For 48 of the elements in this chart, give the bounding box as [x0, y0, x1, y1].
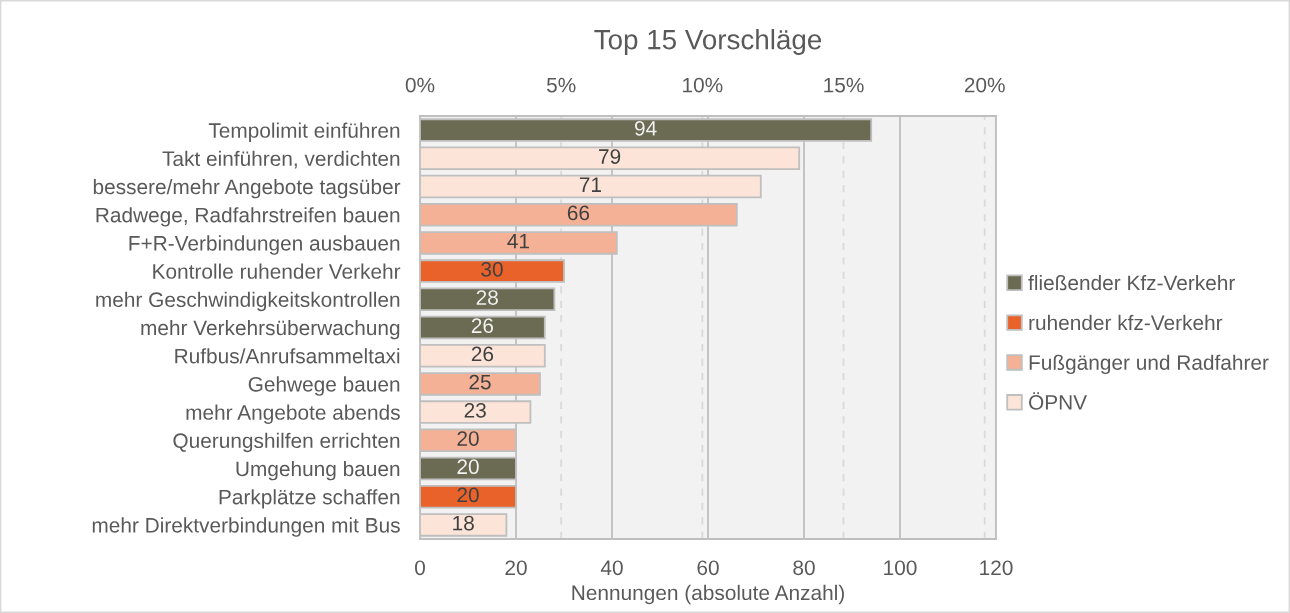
y-tick-label: mehr Verkehrsüberwachung: [141, 319, 400, 340]
y-tick-label: Rufbus/Anrufsammeltaxi: [175, 348, 400, 364]
data-label: 20: [457, 431, 479, 446]
y-tick-label: Parkplätze schaffen: [219, 489, 400, 509]
x2-tick-label: 0%: [405, 77, 435, 93]
x-tick-label: 40: [600, 560, 623, 576]
data-label: 94: [634, 120, 657, 136]
y-tick-label: Gehwege bauen: [248, 376, 400, 396]
data-label: 20: [457, 487, 479, 503]
x-tick-label: 20: [505, 560, 527, 576]
y-tick-label: bessere/mehr Angebote tagsüber: [93, 178, 401, 199]
legend-label: fließender Kfz-Verkehr: [1028, 274, 1235, 291]
x-tick-label: 100: [884, 560, 917, 576]
y-tick-label: mehr Geschwindigkeitskontrollen: [96, 291, 400, 312]
x2-tick-label: 5%: [546, 77, 576, 93]
data-label: 25: [469, 374, 491, 390]
y-tick-label: mehr Direktverbindungen mit Bus: [92, 517, 400, 537]
x-axis-title: Nennungen (absolute Anzahl): [572, 584, 844, 605]
y-tick-label: Kontrolle ruhender Verkehr: [153, 263, 401, 279]
legend-label: Fußgänger und Radfahrer: [1029, 354, 1269, 375]
data-label: 79: [599, 149, 621, 164]
y-tick-label: Umgehung bauen: [236, 460, 400, 481]
data-label: 26: [471, 346, 494, 362]
legend-label: ruhender kfz-Verkehr: [1029, 314, 1223, 331]
legend-label: ÖPNV: [1029, 392, 1087, 410]
x-tick-label: 60: [697, 560, 719, 576]
x2-tick-label: 10%: [683, 77, 723, 93]
x-tick-label: 120: [980, 560, 1013, 576]
y-tick-label: Radwege, Radfahrstreifen bauen: [96, 207, 400, 227]
y-tick-label: Takt einführen, verdichten: [162, 150, 400, 169]
chart-title: Top 15 Vorschläge: [594, 29, 822, 55]
data-label: 30: [481, 261, 503, 277]
data-label: 18: [453, 515, 474, 531]
x-tick-label: 0: [415, 560, 425, 576]
data-label: 28: [476, 290, 498, 305]
data-label: 66: [567, 205, 590, 221]
x2-tick-label: 20%: [964, 77, 1005, 93]
x-tick-label: 80: [793, 560, 815, 576]
y-tick-label: Tempolimit einführen: [208, 122, 400, 142]
y-tick-label: F+R-Verbindungen ausbauen: [129, 235, 400, 255]
y-tick-label: Querungshilfen errichten: [173, 432, 400, 453]
data-label: 26: [471, 318, 494, 334]
data-label: 41: [507, 233, 529, 249]
data-label: 71: [579, 177, 601, 192]
data-label: 23: [464, 402, 486, 418]
y-tick-label: mehr Angebote abends: [186, 404, 400, 424]
data-label: 20: [457, 459, 479, 475]
x2-tick-label: 15%: [824, 77, 864, 93]
